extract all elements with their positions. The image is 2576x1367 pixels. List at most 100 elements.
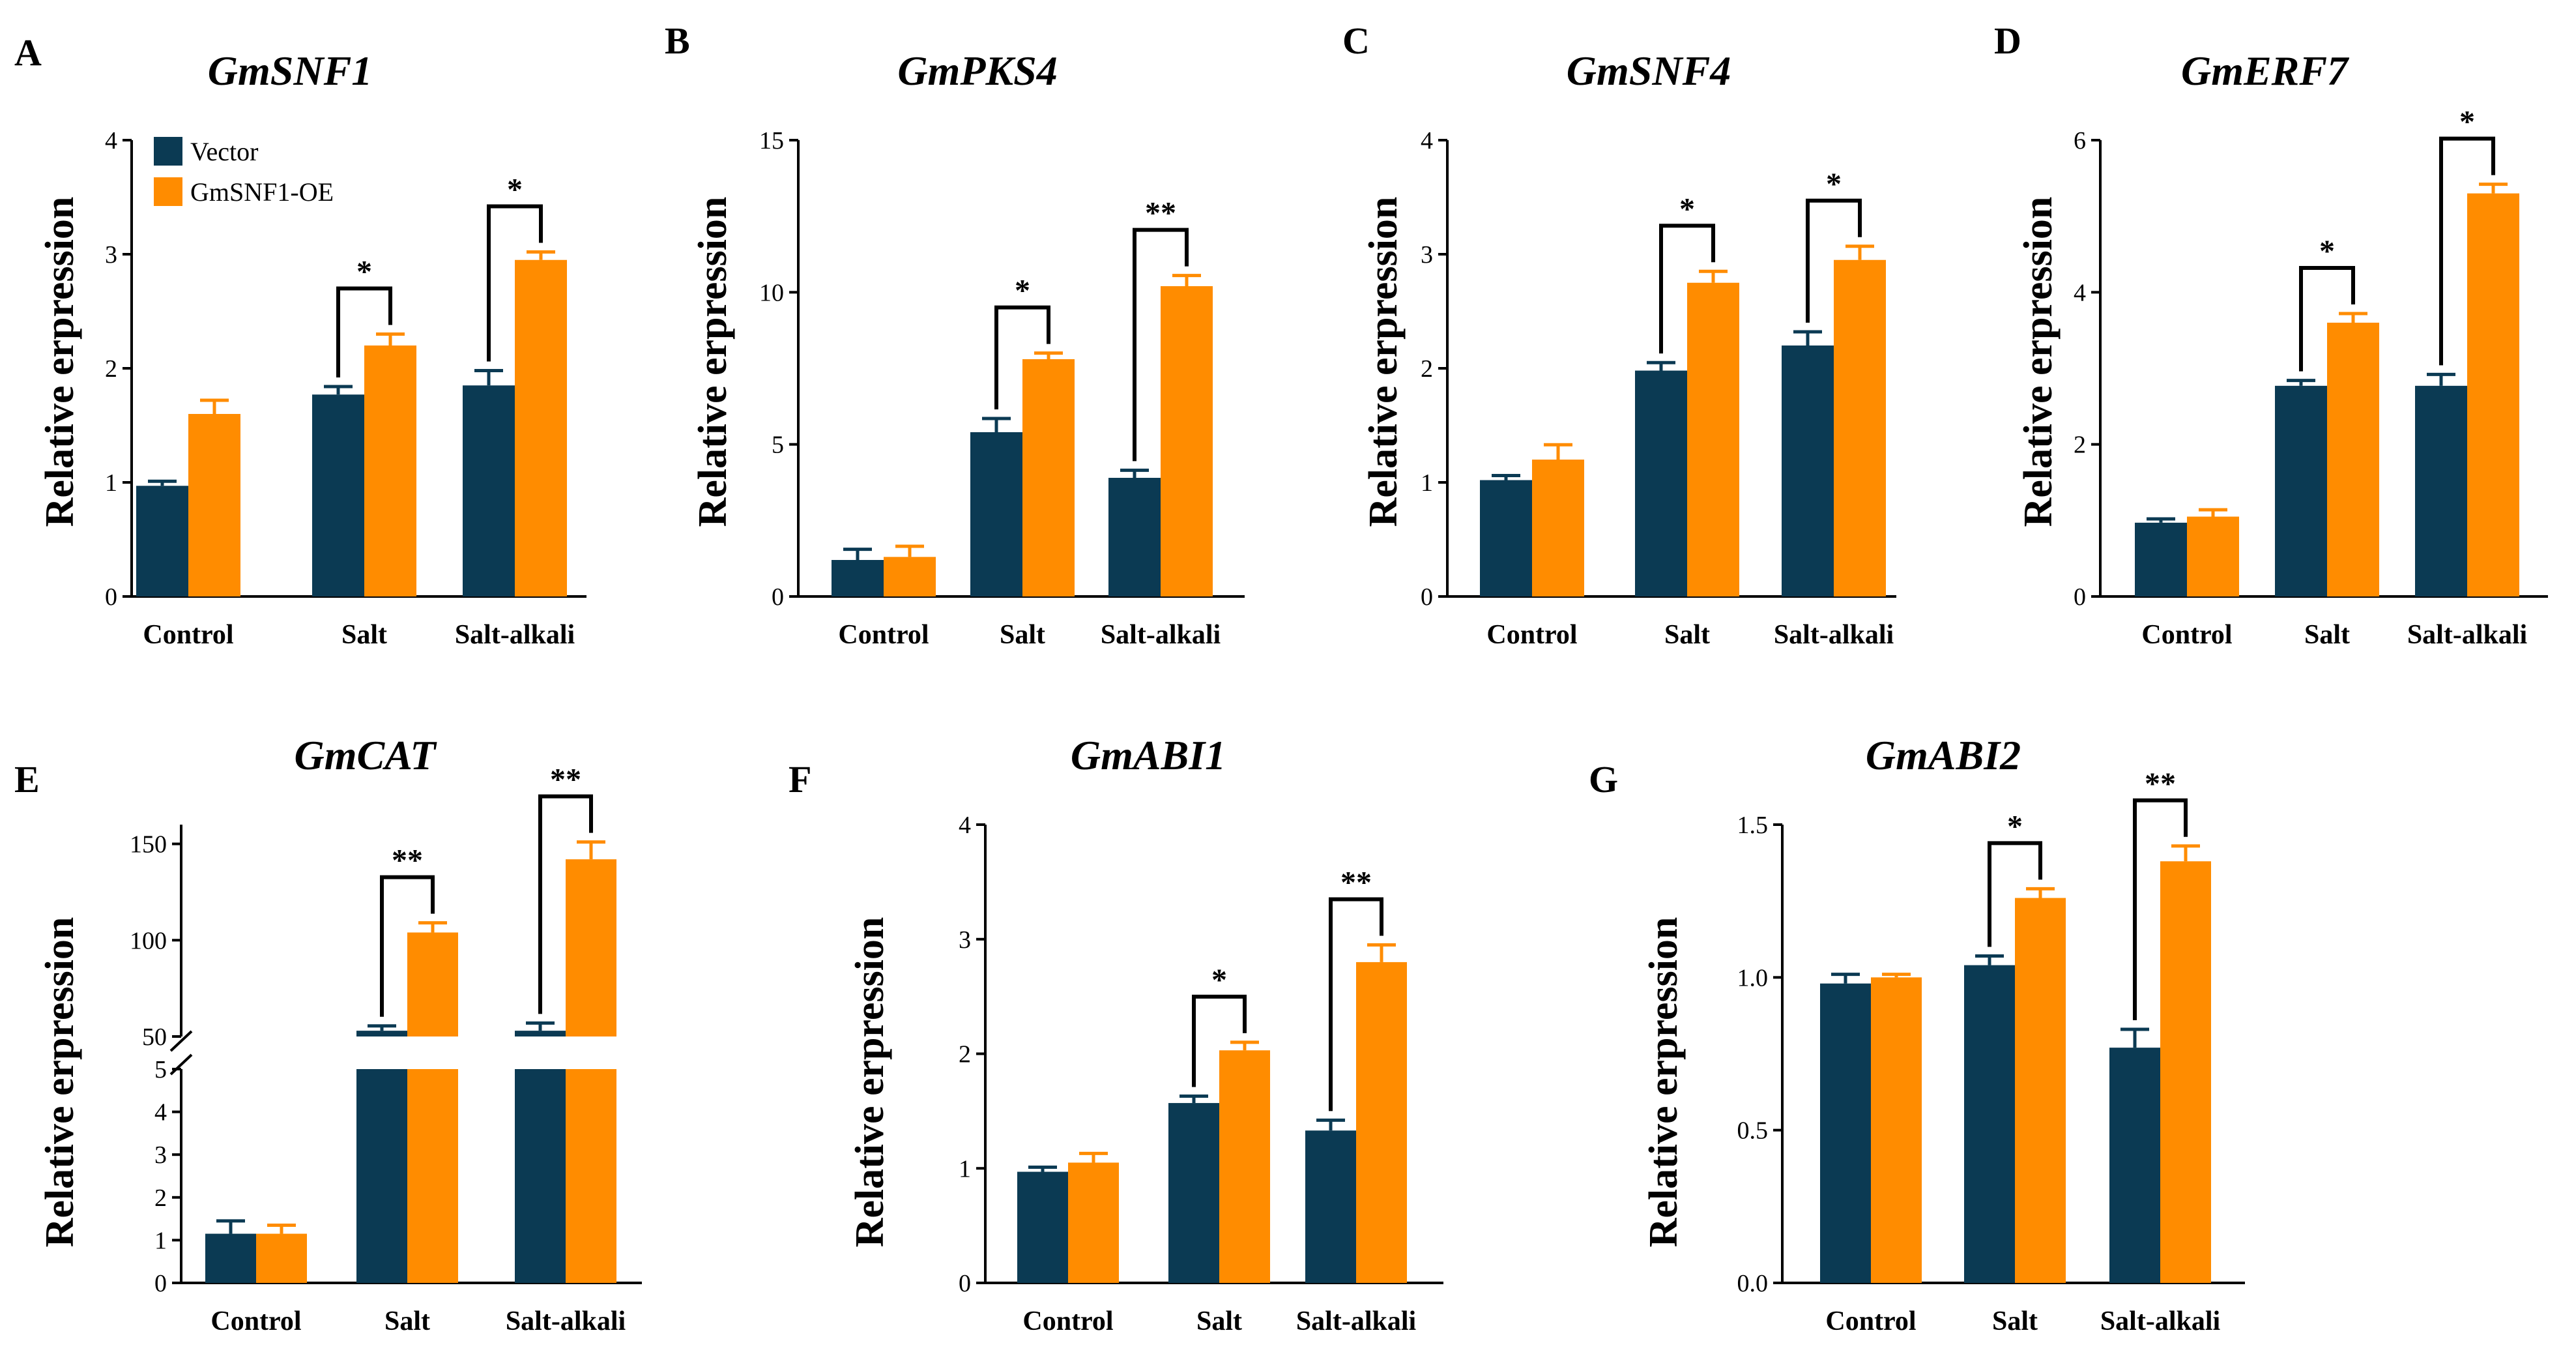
x-category-label: Salt [2304, 620, 2350, 650]
y-tick-label: 2 [154, 1184, 167, 1212]
legend-label-oe: GmSNF1-OE [190, 177, 334, 207]
legend-swatch-oe [154, 177, 182, 206]
y-tick-label: 15 [759, 127, 784, 154]
chart-title: GmCAT [295, 732, 438, 778]
x-category-label: Salt [384, 1306, 430, 1336]
bar-vector [463, 385, 515, 596]
x-category-label: Salt [1196, 1306, 1242, 1336]
legend-swatch-vector [154, 137, 182, 166]
chart-panel-a: A GmSNF1 Relative erpression 0 1 2 3 4 Control Sa… [14, 31, 586, 650]
y-tick-label: 50 [142, 1023, 167, 1051]
x-category-label: Salt-alkali [2100, 1306, 2221, 1336]
x-category-label: Control [1486, 620, 1577, 650]
bar-vector [1635, 370, 1687, 596]
bar-vector-lower [515, 1069, 566, 1283]
y-axis-label: Relative erpression [2016, 197, 2061, 527]
significance-bracket [1806, 198, 1862, 323]
y-tick-label: 1 [1421, 469, 1433, 497]
bar-vector-lower [356, 1069, 407, 1283]
y-tick-label: 150 [130, 831, 167, 859]
panel-letter: D [1994, 20, 2021, 62]
bar-vector [2275, 385, 2327, 596]
y-tick-label: 1 [105, 469, 117, 497]
x-category-label: Salt [1992, 1306, 2038, 1336]
significance-label: * [356, 255, 372, 289]
bar-oe [407, 932, 458, 1036]
axis-break-mark [169, 1053, 193, 1076]
significance-label: ** [550, 763, 581, 797]
panel-letter: B [665, 20, 690, 62]
bar-oe [884, 557, 936, 596]
bar-vector [1820, 983, 1871, 1283]
y-tick-label: 4 [959, 812, 971, 839]
x-category-label: Control [1825, 1306, 1916, 1336]
bar-vector [1305, 1130, 1356, 1283]
legend-label-vector: Vector [190, 137, 258, 166]
y-axis-label: Relative erpression [1642, 917, 1686, 1248]
x-category-label: Control [143, 620, 233, 650]
x-category-label: Salt [341, 620, 387, 650]
y-tick-label: 0 [2074, 583, 2086, 611]
y-tick-label: 0 [959, 1270, 971, 1297]
bar-vector [1108, 478, 1161, 596]
bar-oe [2015, 898, 2066, 1283]
bar-vector [1168, 1103, 1219, 1283]
x-category-label: Control [1022, 1306, 1113, 1336]
bar-oe-lower [566, 1069, 616, 1283]
x-category-label: Salt-alkali [455, 620, 575, 650]
significance-bracket [1192, 994, 1247, 1087]
y-tick-label: 0 [154, 1270, 167, 1297]
y-axis-label: Relative erpression [38, 917, 82, 1248]
y-tick-label: 4 [105, 127, 117, 154]
y-tick-label: 0 [1421, 583, 1433, 611]
bar-oe [1068, 1162, 1119, 1283]
bar-vector [1964, 965, 2015, 1283]
bar-vector [515, 1031, 566, 1036]
y-tick-label: 3 [154, 1141, 167, 1169]
y-tick-label: 1 [959, 1155, 971, 1183]
chart-panel-d: D GmERF7 Relative erpression 0 2 4 6 Control Sal… [1994, 20, 2548, 650]
bar-oe [1219, 1050, 1270, 1283]
bar-vector [832, 560, 884, 596]
bar-vector [312, 394, 364, 596]
significance-label: * [1826, 167, 1842, 201]
significance-label: * [2459, 105, 2475, 140]
y-tick-label: 0 [772, 583, 784, 611]
bar-oe [1161, 286, 1213, 596]
bar-oe [2160, 861, 2211, 1283]
axis-break-mark [169, 1030, 193, 1052]
bar-oe [2327, 323, 2379, 596]
bar-vector [2415, 385, 2467, 596]
bar-oe [1834, 259, 1886, 596]
chart-panel-c: C GmSNF4 Relative erpression 0 1 2 3 4 Control Sa… [1342, 20, 1896, 650]
significance-bracket [994, 305, 1050, 409]
chart-panel-f: F GmABI1 Relative erpression 0 1 2 3 4 Control Sa… [789, 732, 1443, 1336]
chart-panel-b: B GmPKS4 Relative erpression 0 5 10 15 Control S… [665, 20, 1245, 650]
significance-label: * [2007, 809, 2023, 844]
y-tick-label: 10 [759, 279, 784, 306]
significance-bracket [1988, 841, 2042, 947]
x-category-label: Control [838, 620, 929, 650]
y-tick-label: 1.5 [1737, 812, 1769, 839]
y-axis-label: Relative erpression [38, 197, 82, 527]
y-tick-label: 0 [105, 583, 117, 611]
y-tick-label: 4 [2074, 279, 2086, 306]
y-tick-label: 4 [154, 1099, 167, 1126]
y-tick-label: 3 [959, 926, 971, 954]
panel-letter: C [1342, 20, 1370, 62]
significance-label: * [1679, 192, 1695, 226]
panel-letter: F [789, 758, 811, 801]
bar-oe [1022, 359, 1075, 596]
panel-letter: E [14, 758, 40, 801]
panel-letter: A [14, 31, 42, 74]
significance-bracket [336, 286, 392, 377]
significance-bracket [2133, 798, 2188, 1021]
x-category-label: Salt-alkali [506, 1306, 626, 1336]
significance-bracket [1133, 228, 1189, 462]
x-category-label: Salt-alkali [1296, 1306, 1417, 1336]
y-tick-label: 5 [772, 432, 784, 459]
y-tick-label: 2 [2074, 432, 2086, 459]
significance-label: * [1211, 963, 1227, 997]
x-category-label: Salt-alkali [1101, 620, 1221, 650]
